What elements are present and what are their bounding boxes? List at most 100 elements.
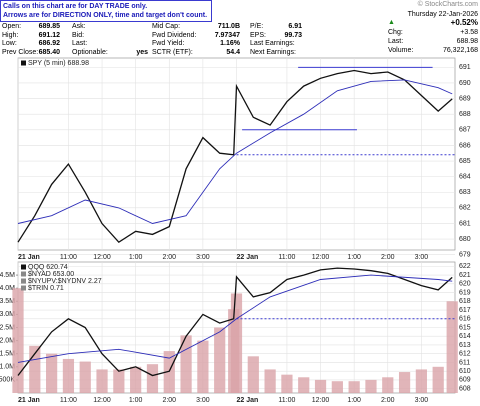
y-tick-label: 686 (459, 142, 471, 149)
quote-cell: High: (2, 31, 19, 39)
volume-bar (146, 364, 159, 393)
quote-cell: 686.92 (38, 40, 60, 47)
volume-bar (398, 372, 411, 393)
volume-bar (382, 377, 394, 393)
y-tick-label: 619 (459, 289, 471, 296)
brand: © StockCharts.com (417, 1, 478, 8)
x-tick-label: 2:00 (162, 254, 176, 261)
legend-swatch (21, 264, 26, 270)
volume-bar (298, 377, 310, 393)
x-tick-label: 11:00 (60, 397, 77, 404)
volume-bar (415, 369, 427, 393)
y-tick-label: 615 (459, 324, 471, 331)
quote-cell: Ask: (72, 23, 86, 30)
volume: 76,322,168 (442, 47, 478, 54)
last: 688.98 (456, 38, 478, 45)
y-tick-label: 679 (459, 252, 471, 259)
y-tick-label: 691 (459, 64, 471, 71)
volume-tick-label: 3.5M (0, 298, 15, 305)
quote-cell: 7.97347 (214, 31, 240, 39)
x-tick-label: 11:00 (60, 254, 77, 261)
x-tick-label: 11:00 (278, 397, 295, 404)
x-tick-label: 3:00 (196, 254, 210, 261)
y-tick-label: 685 (459, 158, 471, 165)
volume-bar (12, 288, 24, 393)
quote-cell: 689.85 (38, 23, 60, 30)
legend-label: QQQ 620.74 (28, 264, 68, 271)
x-tick-label: 12:00 (312, 397, 330, 404)
x-tick-label: 2:00 (381, 254, 395, 261)
volume-bar (214, 327, 226, 393)
volume-tick-label: 1.0M (0, 364, 15, 371)
volume-bar (446, 301, 458, 393)
y-tick-label: 683 (459, 189, 471, 196)
y-tick-label: 684 (459, 173, 471, 180)
volume-bar (79, 361, 91, 393)
x-tick-label: 3:00 (415, 254, 429, 261)
x-tick-label: 1:00 (347, 254, 361, 261)
x-tick-label: 1:00 (129, 397, 143, 404)
quote-cell: 691.12 (38, 31, 60, 39)
quote-cell: Next Earnings: (250, 48, 296, 56)
y-tick-label: 617 (459, 307, 471, 314)
pct-change: +0.52% (450, 18, 478, 27)
volume-tick-label: 1.5M (0, 351, 15, 358)
volume-tick-label: 4.5M (0, 272, 15, 279)
y-tick-label: 616 (459, 316, 471, 323)
y-tick-label: 621 (459, 272, 471, 279)
legend-swatch (21, 60, 26, 66)
x-tick-label: 3:00 (415, 397, 429, 404)
quote-cell: Fwd Yield: (152, 40, 185, 47)
volume-bar (281, 374, 293, 393)
quote-cell: 711.0B (217, 23, 240, 30)
x-tick-label: 12:00 (93, 254, 111, 261)
y-tick-label: 622 (459, 263, 471, 270)
y-tick-label: 682 (459, 205, 471, 212)
x-tick-label: 1:00 (129, 254, 143, 261)
x-tick-label: 21 Jan (18, 254, 40, 261)
y-tick-label: 689 (459, 95, 471, 102)
volume-bar (348, 381, 360, 393)
quote-cell: Last Earnings: (250, 40, 295, 47)
x-tick-label: 2:00 (162, 397, 176, 404)
volume-tick-label: 2.5M (0, 324, 15, 331)
chg: +3.58 (460, 29, 478, 36)
volume-label: Volume: (388, 47, 414, 54)
quote-cell: 54.4 (226, 48, 240, 56)
volume-tick-label: 4.0M (0, 285, 15, 292)
quote-cell: yes (136, 48, 148, 56)
y-tick-label: 680 (459, 236, 471, 243)
last-label: Last: (388, 38, 404, 45)
legend-swatch (21, 278, 26, 284)
up-arrow: ▲ (388, 19, 395, 26)
volume-bar (130, 366, 142, 393)
quote-cell: Optionable: (72, 48, 108, 56)
volume-bar (365, 379, 377, 393)
y-tick-label: 688 (459, 111, 471, 118)
notice-line: Arrows are for DIRECTION ONLY, time and … (3, 12, 208, 19)
x-tick-label: 12:00 (312, 254, 330, 261)
volume-bar (197, 340, 209, 393)
quote-cell: Fwd Dividend: (152, 31, 197, 39)
chg-label: Chg: (388, 29, 403, 36)
volume-bar (180, 335, 192, 393)
volume-bar (62, 358, 75, 393)
x-tick-label: 3:00 (196, 397, 210, 404)
x-tick-label: 12:00 (93, 397, 111, 404)
volume-bar (247, 356, 259, 393)
y-tick-label: 611 (459, 359, 470, 366)
quote-cell: P/E: (250, 23, 264, 30)
quote-cell: 1.16% (220, 40, 240, 47)
series-line (17, 79, 453, 224)
volume-bar (96, 369, 108, 393)
y-tick-label: 612 (459, 351, 471, 358)
volume-tick-label: 3.0M (0, 311, 15, 318)
y-tick-label: 620 (459, 281, 471, 288)
x-tick-label: 2:00 (381, 397, 395, 404)
quote-cell: 99.73 (284, 31, 302, 39)
volume-bar (113, 369, 125, 393)
volume-bar (432, 366, 444, 393)
series-line (17, 267, 453, 377)
quote-cell: Open: (2, 23, 22, 30)
notice: Calls on this chart are for DAY TRADE on… (0, 0, 212, 22)
